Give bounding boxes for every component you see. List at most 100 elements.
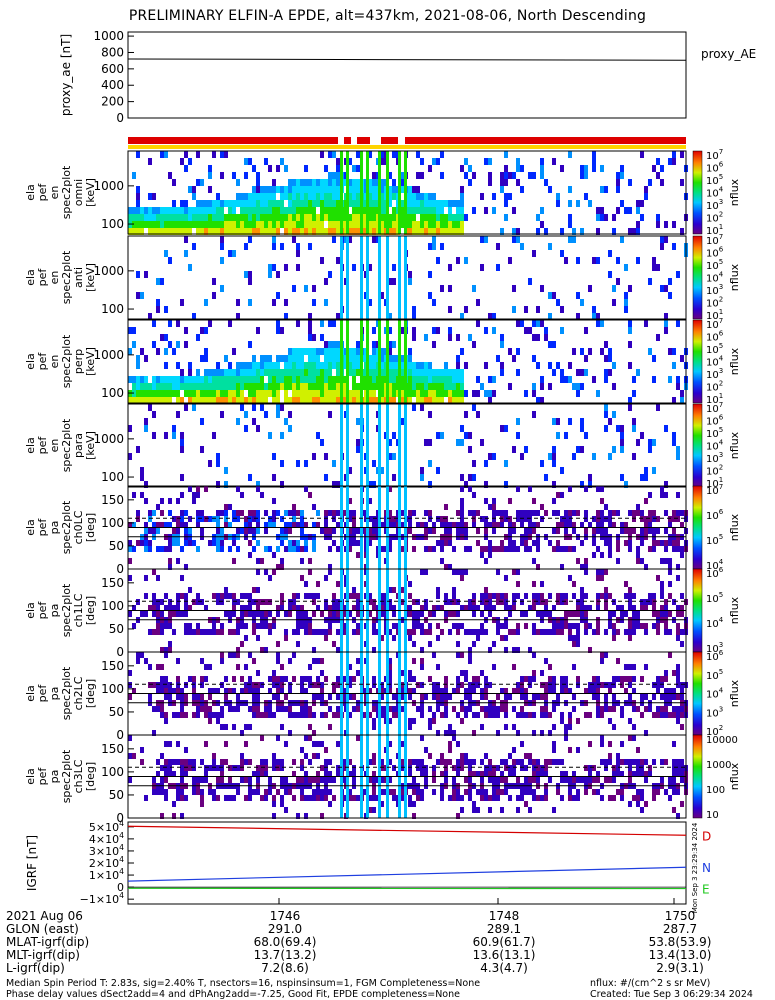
spectrogram-cell	[324, 528, 328, 534]
spectrogram-ylabel: spec2plot	[60, 749, 73, 803]
spectrogram-cell	[548, 730, 552, 736]
spectrogram-cell	[288, 522, 292, 528]
spectrogram-cell	[608, 510, 612, 516]
spectrogram-cell	[348, 611, 352, 617]
spectrogram-cell	[560, 676, 564, 682]
spectrogram-cell	[248, 676, 252, 682]
spectrogram-cell	[544, 334, 548, 341]
spectrogram-cell	[224, 759, 228, 765]
spectrogram-cell	[456, 712, 460, 718]
spectrogram-ylabel: ela	[24, 269, 37, 286]
spectrogram-cell	[304, 623, 308, 629]
spectrogram-cell	[136, 599, 140, 605]
spectrogram-cell	[244, 193, 248, 200]
spectrogram-cell	[572, 236, 576, 243]
spectrogram-cell	[180, 221, 184, 228]
spectrogram-cell	[608, 777, 612, 783]
spectrogram-cell	[664, 221, 668, 228]
spectrogram-cell	[220, 390, 224, 397]
spectrogram-cell	[268, 221, 272, 228]
spectrogram-cell	[604, 765, 608, 771]
spectrogram-cell	[564, 257, 568, 264]
spectrogram-cell	[328, 546, 332, 552]
spectrogram-cell	[640, 712, 644, 718]
spectrogram-cell	[664, 676, 668, 682]
spectrogram-cell	[212, 753, 216, 759]
spectrogram-cell	[676, 575, 680, 581]
spectrogram-cell	[492, 504, 496, 510]
spectrogram-cell	[664, 425, 668, 432]
spectrogram-cell	[464, 753, 468, 759]
spectrogram-cell	[304, 207, 308, 214]
spectrogram-cell	[516, 759, 520, 765]
spectrogram-cell	[272, 228, 276, 235]
spectrogram-cell	[468, 474, 472, 481]
spectrogram-cell	[292, 759, 296, 765]
spectrogram-cell	[316, 221, 320, 228]
spectrogram-cell	[312, 795, 316, 801]
spectrogram-cell	[472, 807, 476, 813]
spectrogram-stripe	[378, 151, 381, 234]
spectrogram-cell	[248, 688, 252, 694]
spectrogram-cell	[628, 777, 632, 783]
spectrogram-cell	[652, 510, 656, 516]
spectrogram-cell	[300, 348, 304, 355]
spectrogram-cell	[248, 652, 252, 658]
spectrogram-cell	[224, 376, 228, 383]
spectrogram-cell	[236, 599, 240, 605]
spectrogram-cell	[636, 504, 640, 510]
spectrogram-cell	[264, 795, 268, 801]
spectrogram-cell	[196, 179, 200, 186]
spectrogram-cell	[260, 623, 264, 629]
spectrogram-cell	[676, 605, 680, 611]
spectrogram-cell	[220, 228, 224, 235]
spectrogram-cell	[152, 341, 156, 348]
spectrogram-cell	[336, 257, 340, 264]
spectrogram-cell	[388, 362, 392, 369]
spectrogram-cell	[608, 540, 612, 546]
spectrogram-cell	[508, 753, 512, 759]
spectrogram-cell	[456, 759, 460, 765]
spectrogram-cell	[628, 664, 632, 670]
spectrogram-cell	[520, 759, 524, 765]
spectrogram-cell	[148, 221, 152, 228]
spectrogram-cell	[436, 376, 440, 383]
spectrogram-cell	[628, 694, 632, 700]
spectrogram-cell	[408, 383, 412, 390]
spectrogram-cell	[296, 355, 300, 362]
spectrogram-cell	[276, 390, 280, 397]
spectrogram-cell	[232, 228, 236, 235]
spectrogram-cell	[564, 546, 568, 552]
spectrogram-cell	[648, 492, 652, 498]
spectrogram-cell	[248, 278, 252, 285]
spectrogram-cell	[292, 228, 296, 235]
spectrogram-cell	[368, 390, 372, 397]
spectrogram-cell	[568, 789, 572, 795]
spectrogram-cell	[192, 498, 196, 504]
spectrogram-cell	[456, 765, 460, 771]
spectrogram-cell	[244, 611, 248, 617]
spectrogram-cell	[228, 390, 232, 397]
spectrogram-cell	[216, 765, 220, 771]
spectrogram-cell	[272, 397, 276, 404]
spectrogram-cell	[220, 759, 224, 765]
spectrogram-cell	[164, 334, 168, 341]
spectrogram-cell	[672, 243, 676, 250]
spectrogram-cell	[648, 348, 652, 355]
spectrogram-cell	[660, 593, 664, 599]
spectrogram-cell	[292, 629, 296, 635]
spectrogram-ylabel: ela	[24, 602, 37, 619]
spectrogram-cell	[424, 334, 428, 341]
spectrogram-cell	[512, 688, 516, 694]
spectrogram-cell	[336, 629, 340, 635]
spectrogram-cell	[576, 605, 580, 611]
spectrogram-cell	[552, 498, 556, 504]
spectrogram-cell	[476, 411, 480, 418]
spectrogram-cell	[588, 348, 592, 355]
spectrogram-cell	[576, 611, 580, 617]
spectrogram-cell	[192, 390, 196, 397]
spectrogram-cell	[356, 348, 360, 355]
spectrogram-cell	[168, 682, 172, 688]
spectrogram-cell	[672, 741, 676, 747]
spectrogram-cell	[644, 564, 648, 570]
